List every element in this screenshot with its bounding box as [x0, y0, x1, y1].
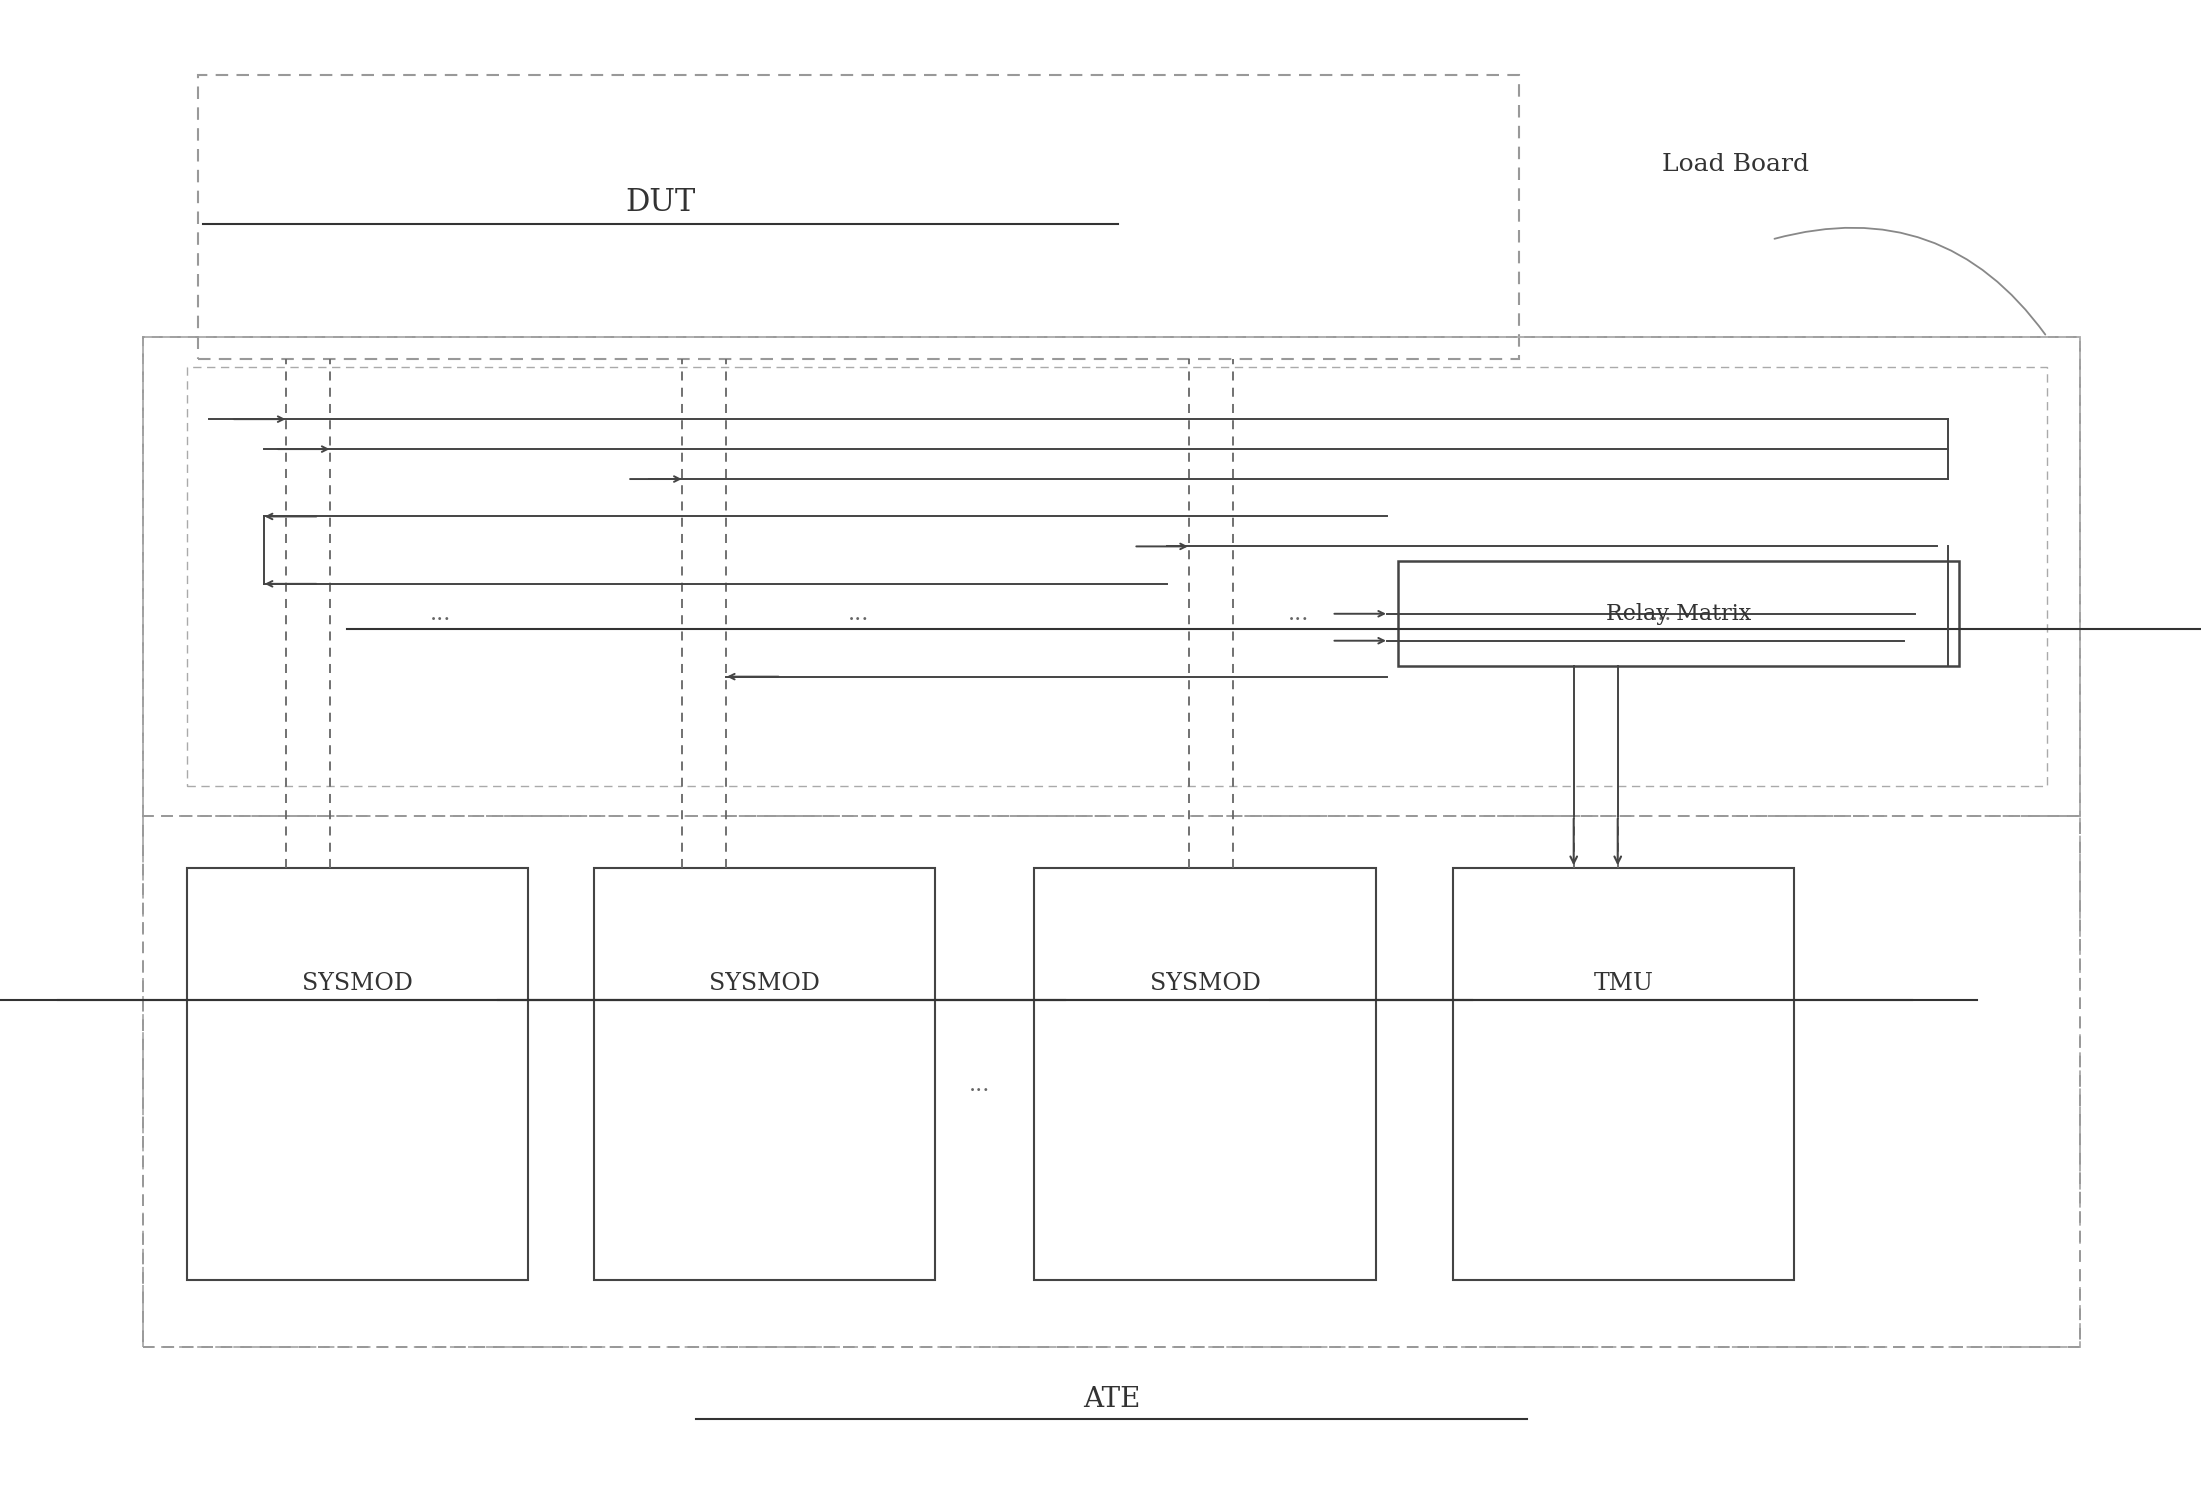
Bar	[1453, 868, 1794, 1280]
Text: SYSMOD: SYSMOD	[302, 972, 414, 996]
Bar	[594, 868, 935, 1280]
Bar	[1398, 561, 1959, 666]
Text: DUT: DUT	[625, 187, 696, 217]
Bar	[198, 75, 1519, 359]
Bar	[143, 816, 2080, 1347]
Text: SYSMOD: SYSMOD	[709, 972, 821, 996]
Text: SYSMOD: SYSMOD	[1149, 972, 1261, 996]
Text: ...: ...	[429, 603, 451, 624]
Text: ...: ...	[847, 603, 869, 624]
Text: Relay Matrix: Relay Matrix	[1607, 603, 1750, 624]
Text: TMU: TMU	[1594, 972, 1653, 996]
Text: ...: ...	[1288, 603, 1310, 624]
Text: Load Board: Load Board	[1662, 153, 1809, 177]
Bar	[143, 337, 2080, 816]
Text: ...: ...	[1651, 603, 1673, 624]
Bar	[187, 367, 2047, 786]
Bar	[1034, 868, 1376, 1280]
Text: ...: ...	[968, 1075, 990, 1096]
Bar	[187, 868, 528, 1280]
Bar	[143, 337, 2080, 1347]
Text: ATE: ATE	[1083, 1386, 1140, 1413]
